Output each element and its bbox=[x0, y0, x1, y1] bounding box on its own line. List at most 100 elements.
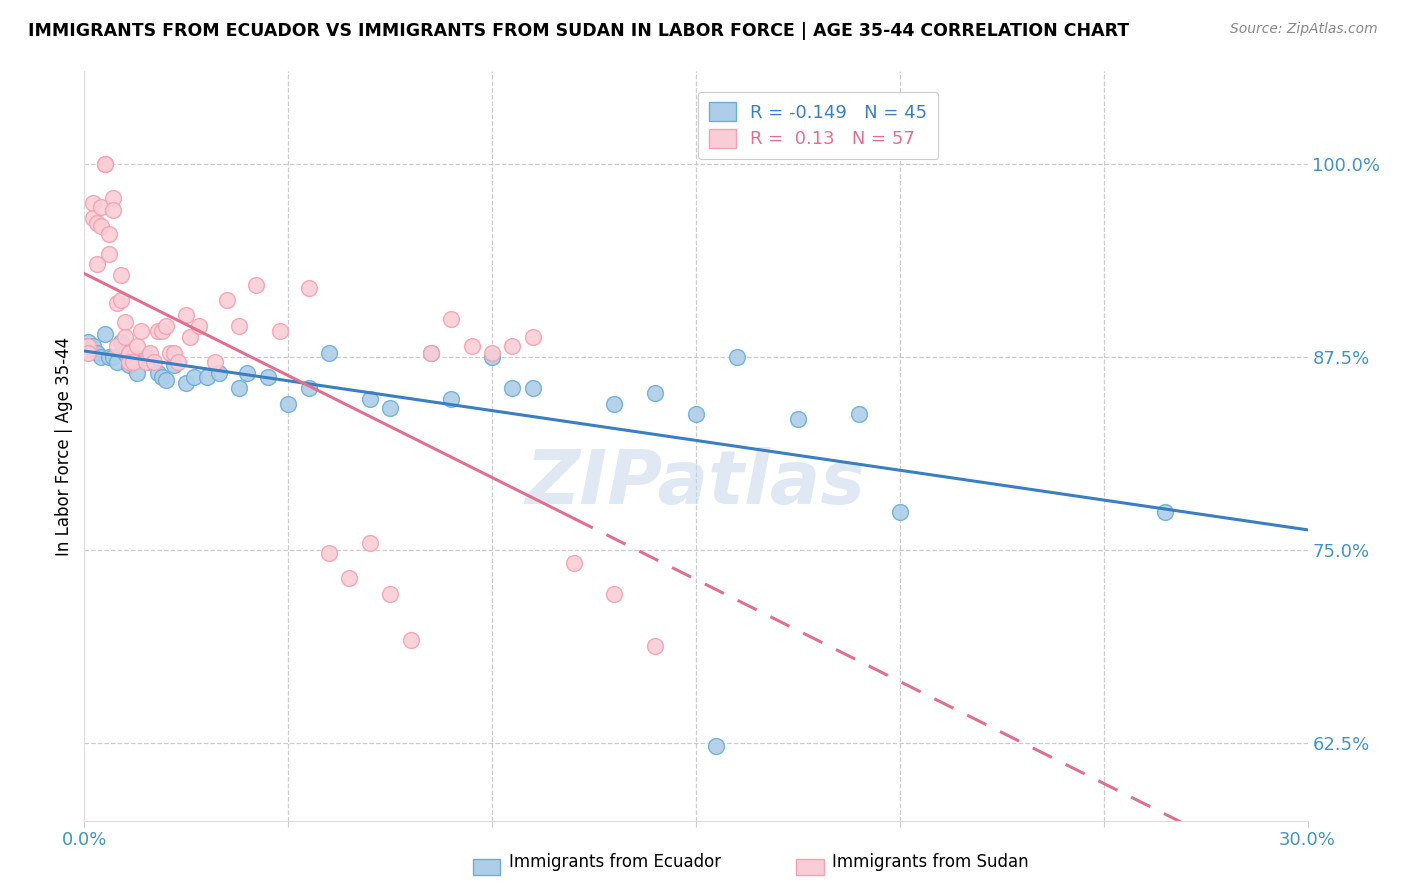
Immigrants from Sudan bbox=[481, 345, 503, 359]
Immigrants from Sudan bbox=[118, 355, 141, 369]
Immigrants from Ecuador bbox=[359, 392, 381, 406]
Immigrants from Sudan bbox=[420, 345, 443, 359]
Immigrants from Ecuador bbox=[440, 392, 463, 406]
Immigrants from Sudan bbox=[101, 203, 124, 218]
Immigrants from Sudan bbox=[86, 257, 108, 271]
Immigrants from Ecuador bbox=[86, 345, 108, 359]
Immigrants from Sudan bbox=[110, 268, 132, 283]
Immigrants from Sudan bbox=[114, 315, 136, 329]
Immigrants from Sudan bbox=[179, 330, 201, 344]
Immigrants from Ecuador bbox=[848, 407, 870, 421]
Immigrants from Sudan bbox=[77, 339, 100, 353]
Immigrants from Sudan bbox=[461, 339, 484, 353]
Immigrants from Sudan bbox=[150, 324, 173, 338]
Immigrants from Ecuador bbox=[228, 381, 250, 395]
Immigrants from Sudan bbox=[97, 227, 120, 241]
Immigrants from Ecuador bbox=[163, 358, 186, 372]
Immigrants from Sudan bbox=[163, 345, 186, 359]
Immigrants from Sudan bbox=[114, 330, 136, 344]
Immigrants from Sudan bbox=[135, 355, 157, 369]
Immigrants from Ecuador bbox=[502, 381, 524, 395]
Immigrants from Sudan bbox=[105, 296, 128, 310]
Text: IMMIGRANTS FROM ECUADOR VS IMMIGRANTS FROM SUDAN IN LABOR FORCE | AGE 35-44 CORR: IMMIGRANTS FROM ECUADOR VS IMMIGRANTS FR… bbox=[28, 22, 1129, 40]
Immigrants from Sudan bbox=[82, 195, 104, 210]
Immigrants from Sudan bbox=[97, 246, 120, 260]
Immigrants from Sudan bbox=[644, 639, 666, 653]
Immigrants from Sudan bbox=[105, 339, 128, 353]
Immigrants from Ecuador bbox=[105, 355, 128, 369]
Immigrants from Sudan bbox=[380, 586, 402, 600]
Immigrants from Ecuador bbox=[277, 396, 299, 410]
Immigrants from Ecuador bbox=[298, 381, 321, 395]
Immigrants from Sudan bbox=[204, 355, 226, 369]
Immigrants from Sudan bbox=[502, 339, 524, 353]
Immigrants from Ecuador bbox=[522, 381, 544, 395]
Immigrants from Ecuador bbox=[481, 350, 503, 364]
Immigrants from Sudan bbox=[174, 309, 197, 323]
Immigrants from Ecuador bbox=[318, 345, 340, 359]
Immigrants from Sudan bbox=[245, 277, 267, 292]
Immigrants from Ecuador bbox=[138, 355, 160, 369]
Immigrants from Sudan bbox=[562, 556, 585, 570]
Y-axis label: In Labor Force | Age 35-44: In Labor Force | Age 35-44 bbox=[55, 336, 73, 556]
Immigrants from Sudan bbox=[146, 324, 169, 338]
Legend: R = -0.149   N = 45, R =  0.13   N = 57: R = -0.149 N = 45, R = 0.13 N = 57 bbox=[699, 92, 938, 159]
Immigrants from Sudan bbox=[127, 339, 149, 353]
Immigrants from Ecuador bbox=[174, 376, 197, 391]
Immigrants from Ecuador bbox=[82, 339, 104, 353]
Immigrants from Ecuador bbox=[787, 412, 810, 426]
Immigrants from Sudan bbox=[82, 211, 104, 226]
Immigrants from Sudan bbox=[101, 191, 124, 205]
Immigrants from Sudan bbox=[90, 200, 112, 214]
Immigrants from Ecuador bbox=[114, 345, 136, 359]
Immigrants from Sudan bbox=[77, 345, 100, 359]
Immigrants from Ecuador bbox=[150, 370, 173, 384]
Immigrants from Ecuador bbox=[146, 366, 169, 380]
Immigrants from Ecuador bbox=[236, 366, 259, 380]
Immigrants from Sudan bbox=[138, 345, 160, 359]
Immigrants from Sudan bbox=[155, 319, 177, 334]
Immigrants from Ecuador bbox=[77, 334, 100, 349]
Immigrants from Ecuador bbox=[155, 373, 177, 387]
Immigrants from Sudan bbox=[159, 345, 181, 359]
Immigrants from Sudan bbox=[122, 355, 145, 369]
Immigrants from Ecuador bbox=[97, 350, 120, 364]
Bar bbox=[796, 859, 824, 875]
Immigrants from Ecuador bbox=[725, 350, 748, 364]
Immigrants from Sudan bbox=[93, 157, 115, 171]
Immigrants from Sudan bbox=[269, 324, 291, 338]
Immigrants from Ecuador bbox=[380, 401, 402, 416]
Immigrants from Sudan bbox=[142, 355, 165, 369]
Immigrants from Sudan bbox=[522, 330, 544, 344]
Text: ZIPatlas: ZIPatlas bbox=[526, 447, 866, 520]
Immigrants from Ecuador bbox=[706, 739, 728, 754]
Immigrants from Sudan bbox=[228, 319, 250, 334]
Immigrants from Sudan bbox=[187, 319, 209, 334]
Immigrants from Sudan bbox=[603, 586, 626, 600]
Immigrants from Sudan bbox=[399, 632, 422, 647]
Immigrants from Sudan bbox=[339, 571, 361, 585]
Immigrants from Ecuador bbox=[101, 350, 124, 364]
Immigrants from Ecuador bbox=[685, 407, 707, 421]
Text: Source: ZipAtlas.com: Source: ZipAtlas.com bbox=[1230, 22, 1378, 37]
Immigrants from Ecuador bbox=[644, 385, 666, 400]
Immigrants from Sudan bbox=[359, 535, 381, 549]
Immigrants from Sudan bbox=[93, 157, 115, 171]
Immigrants from Ecuador bbox=[135, 350, 157, 364]
Text: Immigrants from Ecuador: Immigrants from Ecuador bbox=[509, 853, 721, 871]
Immigrants from Ecuador bbox=[257, 370, 280, 384]
Bar bbox=[472, 859, 501, 875]
Immigrants from Ecuador bbox=[118, 358, 141, 372]
Immigrants from Ecuador bbox=[127, 366, 149, 380]
Immigrants from Sudan bbox=[90, 219, 112, 233]
Immigrants from Ecuador bbox=[208, 366, 231, 380]
Immigrants from Ecuador bbox=[93, 326, 115, 341]
Immigrants from Ecuador bbox=[183, 370, 205, 384]
Immigrants from Ecuador bbox=[90, 350, 112, 364]
Immigrants from Ecuador bbox=[122, 350, 145, 364]
Immigrants from Ecuador bbox=[110, 334, 132, 349]
Immigrants from Ecuador bbox=[1154, 505, 1177, 519]
Immigrants from Ecuador bbox=[195, 370, 218, 384]
Immigrants from Sudan bbox=[167, 355, 190, 369]
Immigrants from Sudan bbox=[298, 280, 321, 294]
